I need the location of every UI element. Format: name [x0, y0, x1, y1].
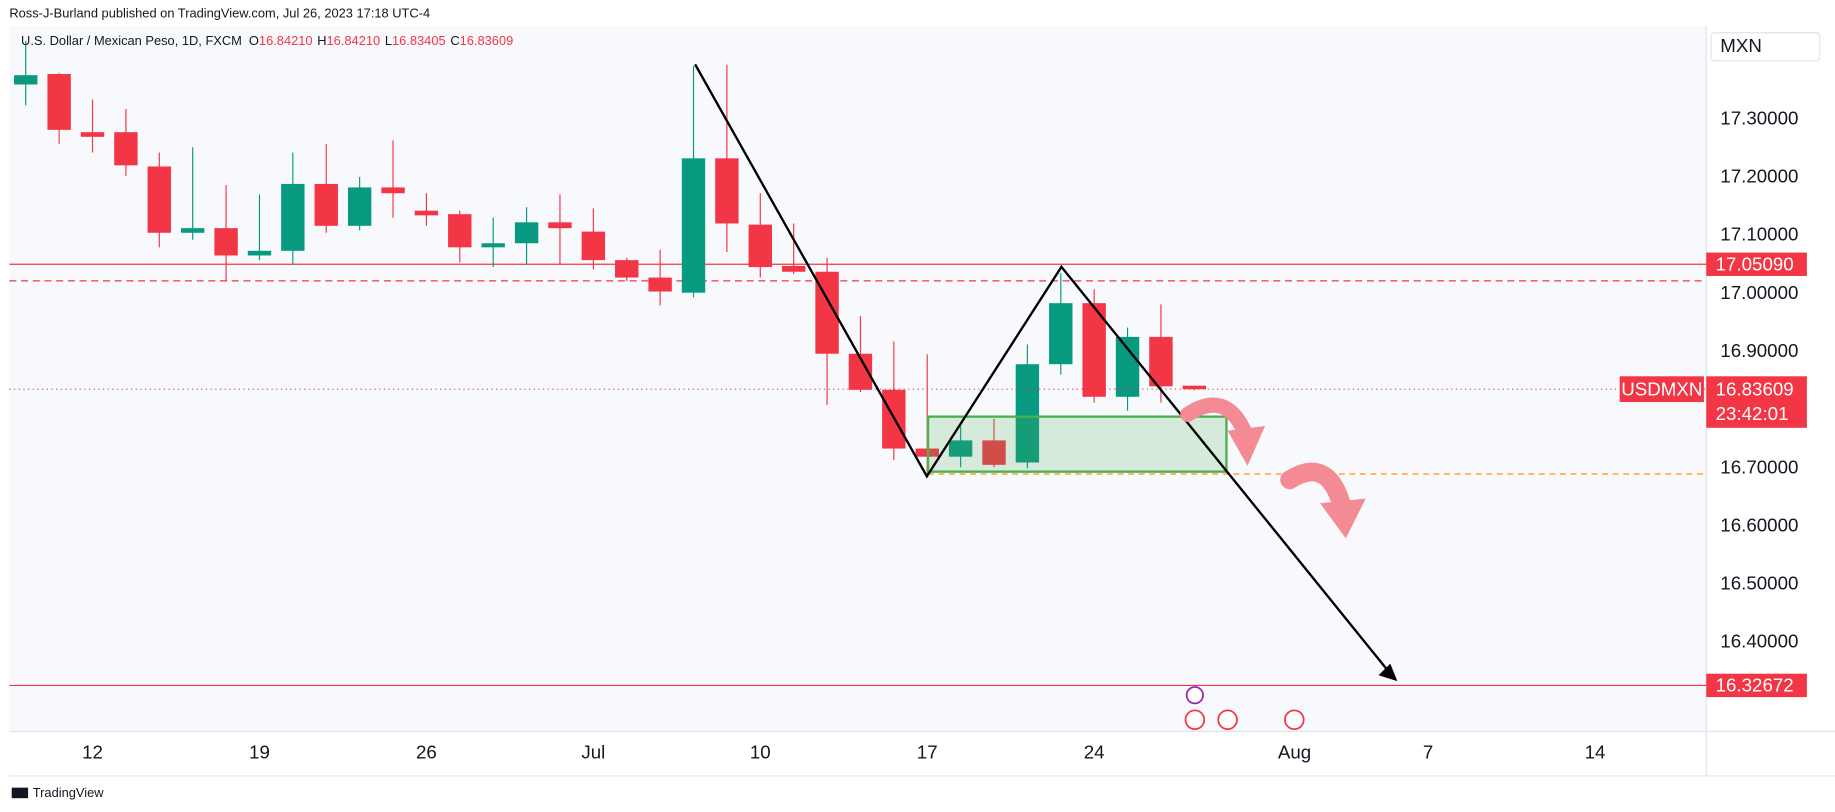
legend-key: C — [450, 34, 459, 49]
event-icon[interactable] — [1284, 709, 1305, 731]
y-tick-label: 16.60000 — [1720, 514, 1798, 535]
symbol-label: USDMXN — [1621, 378, 1702, 399]
legend: U.S. Dollar / Mexican Peso, 1D, FXCM O16.… — [21, 34, 513, 49]
level-label: 17.05090 — [1716, 253, 1794, 274]
candle-body — [581, 231, 606, 261]
legend-key: L — [385, 34, 392, 49]
y-tick-label: 17.00000 — [1720, 282, 1798, 303]
candle-body — [781, 265, 806, 272]
candle-body — [47, 74, 71, 130]
level-label: 16.32672 — [1716, 675, 1794, 696]
candle-body — [514, 222, 539, 244]
legend-key: H — [317, 34, 326, 49]
candle-body — [247, 250, 272, 256]
x-tick-label: 24 — [1084, 742, 1105, 763]
candle-body — [1149, 336, 1173, 387]
candle-body — [214, 228, 238, 256]
arrow-head — [1378, 663, 1398, 682]
candle-body — [815, 271, 839, 354]
candle-body — [80, 132, 105, 137]
event-icon[interactable] — [1184, 709, 1206, 731]
legend-value: 16.83405 — [392, 34, 446, 49]
candle-body — [715, 158, 739, 224]
candle-body — [548, 222, 572, 229]
x-tick-label: 7 — [1423, 742, 1433, 763]
candle-body — [448, 214, 472, 248]
candle-body — [1182, 385, 1207, 390]
candle-body — [114, 132, 138, 166]
countdown: 23:42:01 — [1716, 403, 1789, 424]
candle-body — [982, 440, 1006, 465]
candle-body — [180, 228, 205, 233]
price-box — [1706, 376, 1807, 428]
candle-body — [948, 440, 973, 457]
x-tick-label: 10 — [750, 742, 771, 763]
y-tick-label: 17.30000 — [1720, 107, 1798, 128]
pink-arrow-head — [1227, 426, 1266, 466]
x-tick-label: 14 — [1585, 742, 1606, 763]
pink-arrow-head — [1320, 498, 1366, 539]
level-box — [1706, 673, 1807, 698]
candle-body — [615, 260, 639, 278]
y-tick-label: 17.20000 — [1720, 165, 1798, 186]
candle-body — [347, 187, 372, 226]
pink-arrow — [1180, 397, 1252, 439]
y-tick-label: 16.90000 — [1720, 340, 1798, 361]
candle-body — [1115, 336, 1140, 397]
y-tick-label: 17.10000 — [1720, 224, 1798, 245]
logo — [11, 787, 29, 799]
candle-body — [1049, 303, 1073, 365]
legend-value: 16.84210 — [327, 34, 381, 49]
candle-body — [314, 183, 338, 226]
y-tick-label: 16.40000 — [1720, 631, 1798, 652]
event-icon[interactable] — [1217, 709, 1238, 731]
x-tick-label: 12 — [82, 742, 103, 763]
x-tick-label: 26 — [416, 742, 437, 763]
candle-body — [481, 243, 505, 248]
pink-arrow — [1280, 462, 1351, 513]
footer: TradingView — [33, 785, 104, 800]
currency-box[interactable] — [1710, 32, 1821, 62]
event-icon[interactable] — [1185, 686, 1204, 705]
legend-title: U.S. Dollar / Mexican Peso, 1D, FXCM — [21, 34, 242, 49]
levels — [9, 263, 1707, 686]
publisher: Ross-J-Burland published on TradingView.… — [9, 5, 430, 20]
trend-line — [694, 63, 1394, 678]
x-tick-label: 17 — [917, 742, 938, 763]
y-tick-label: 16.70000 — [1720, 456, 1798, 477]
x-tick-label: Jul — [581, 742, 605, 763]
candle-body — [748, 224, 772, 268]
level-box — [1706, 252, 1807, 276]
range-box — [926, 415, 1228, 473]
symbol-box — [1619, 376, 1704, 403]
x-tick-label: Aug — [1278, 742, 1311, 763]
candle-body — [1082, 303, 1106, 397]
currency: MXN — [1720, 35, 1762, 56]
candle-body — [14, 75, 38, 85]
legend-value: 16.83609 — [460, 34, 514, 49]
candle-body — [681, 158, 706, 293]
legend-value: 16.84210 — [259, 34, 313, 49]
price-label: 16.83609 — [1716, 378, 1794, 399]
candle-body — [381, 187, 405, 194]
legend-key: O — [249, 34, 259, 49]
candle-body — [281, 183, 305, 251]
candle-body — [848, 353, 873, 390]
x-tick-label: 19 — [249, 742, 270, 763]
candle-body — [414, 210, 439, 216]
y-tick-label: 16.50000 — [1720, 573, 1798, 594]
candle-body — [648, 277, 672, 292]
candle-body — [147, 166, 172, 233]
